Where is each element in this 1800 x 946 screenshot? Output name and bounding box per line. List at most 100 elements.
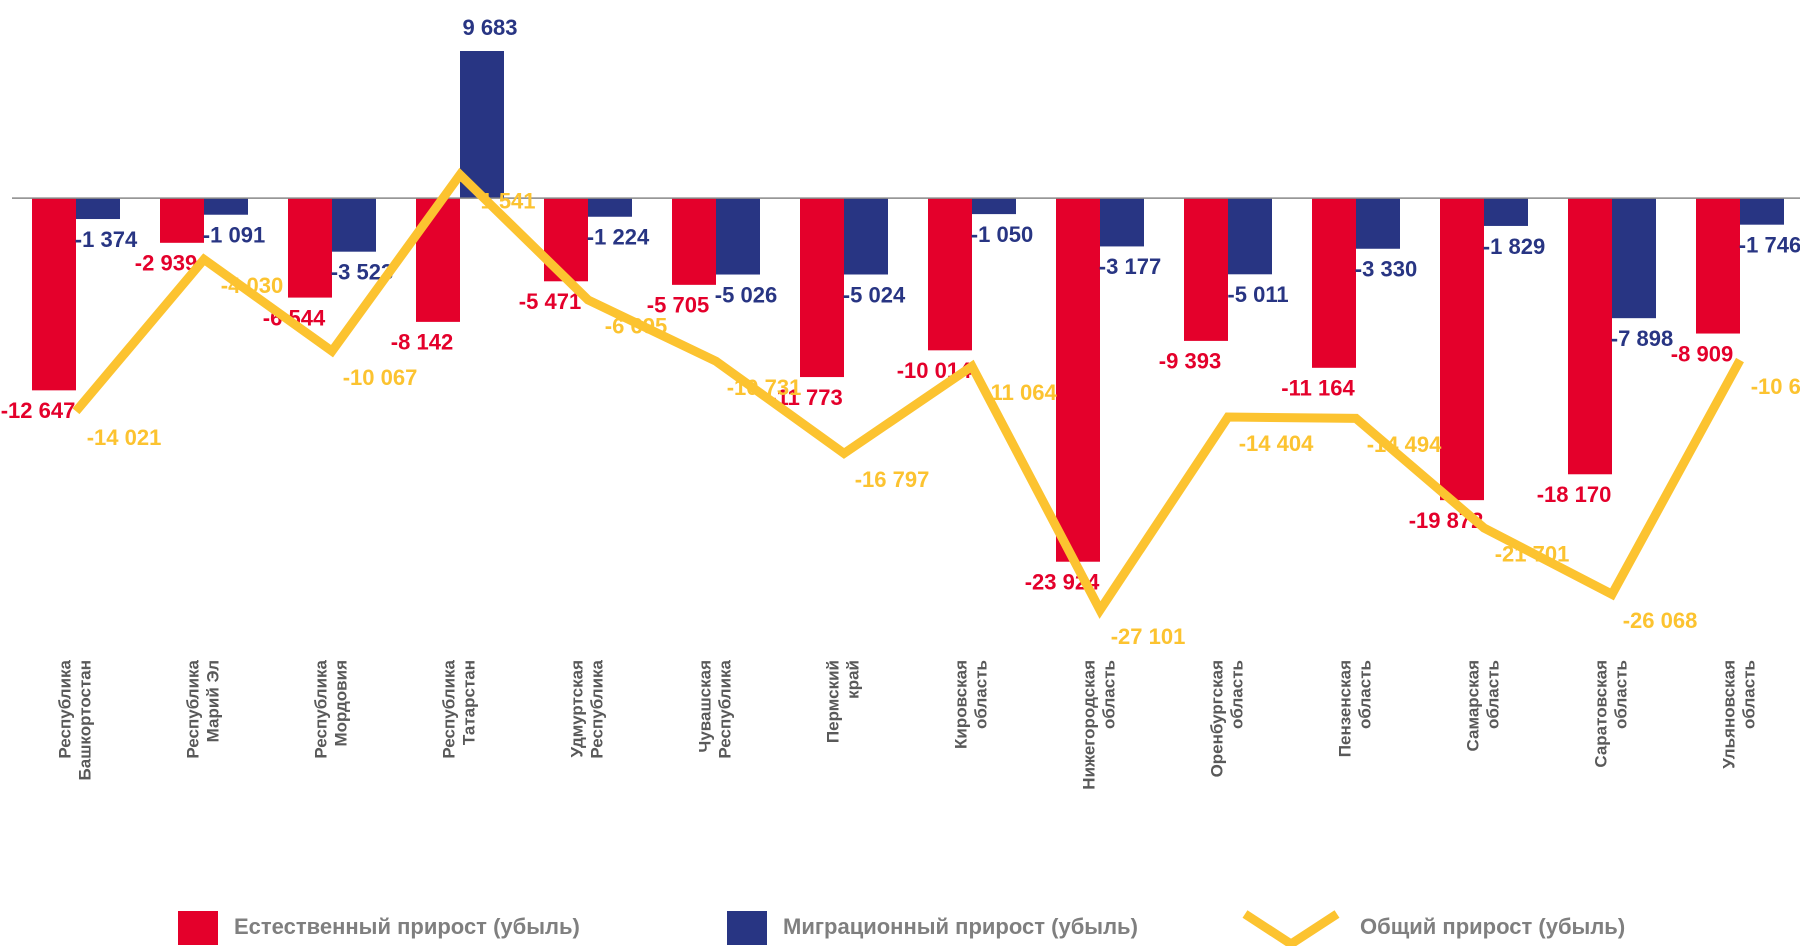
bar: [844, 198, 888, 275]
data-label: -1 746: [1739, 232, 1800, 257]
legend-label: Общий прирост (убыль): [1360, 914, 1625, 939]
bar: [1356, 198, 1400, 249]
data-label: -8 909: [1671, 341, 1733, 366]
legend-label: Естественный прирост (убыль): [234, 914, 580, 939]
x-tick-label-line: Пензенская: [1335, 660, 1354, 757]
x-tick-label-line: область: [1483, 660, 1502, 729]
line: [72, 167, 1744, 619]
data-label: -21 701: [1495, 542, 1570, 567]
bar: [1612, 198, 1656, 319]
x-tick-label: Оренбургская область: [1207, 660, 1246, 777]
bar: [588, 198, 632, 217]
x-tick-label-line: Саратовская: [1591, 660, 1610, 768]
bar: [716, 198, 760, 275]
x-tick-label-line: Республика: [183, 659, 202, 758]
x-tick-label-line: область: [1099, 660, 1118, 729]
data-label: -4 030: [221, 273, 283, 298]
x-tick-label-line: Пермский: [823, 660, 842, 743]
x-tick-label: Республика Татарстан: [439, 659, 478, 758]
bar: [460, 51, 504, 199]
bar: [1440, 198, 1484, 501]
x-tick-label-line: область: [1611, 660, 1630, 729]
x-tick-label-line: Кировская: [951, 660, 970, 749]
data-label: 1 541: [480, 189, 535, 214]
bar: [1740, 198, 1784, 225]
bar: [1484, 198, 1528, 226]
x-tick-label: Саратовская область: [1591, 660, 1630, 768]
bar: [332, 198, 376, 252]
legend-swatch: [178, 911, 218, 945]
data-label: -10 655: [1751, 374, 1800, 399]
x-tick-label-line: Республика: [587, 659, 606, 758]
data-label: -14 404: [1239, 431, 1314, 456]
bar: [1056, 198, 1100, 562]
data-label: 9 683: [462, 15, 517, 40]
x-tick-label-line: Республика: [311, 659, 330, 758]
x-tick-label-line: область: [1355, 660, 1374, 729]
x-tick-label: Ульяновская область: [1719, 660, 1758, 769]
data-label: -3 330: [1355, 257, 1417, 282]
data-label: -9 393: [1159, 349, 1221, 374]
data-label: -1 050: [971, 222, 1033, 247]
bar: [76, 198, 120, 220]
data-label: -6 695: [605, 314, 667, 339]
data-label: -26 068: [1623, 608, 1698, 633]
x-tick-label-line: область: [971, 660, 990, 729]
x-tick-label-line: Ульяновская: [1719, 660, 1738, 769]
data-label: -10 067: [343, 365, 418, 390]
bar: [1184, 198, 1228, 341]
data-label: -14 494: [1367, 432, 1442, 457]
x-tick-label-line: Республика: [715, 659, 734, 758]
bar: [972, 198, 1016, 215]
data-label: -11 064: [983, 380, 1057, 405]
legend-label: Миграционный прирост (убыль): [783, 914, 1138, 939]
x-tick-label: Кировская область: [951, 660, 990, 749]
x-tick-label-line: Удмуртская: [567, 660, 586, 757]
bar: [928, 198, 972, 351]
x-tick-label-line: область: [1739, 660, 1758, 729]
x-tick-label: Республика Мордовия: [311, 659, 350, 758]
data-label: -11 164: [1281, 376, 1355, 401]
bar: [160, 198, 204, 243]
x-tick-label-line: Оренбургская: [1207, 660, 1226, 777]
bar: [1312, 198, 1356, 368]
data-label: -1 829: [1483, 234, 1545, 259]
x-tick-label-line: Самарская: [1463, 660, 1482, 751]
data-label: -5 471: [519, 289, 581, 314]
data-label: -1 374: [75, 227, 138, 252]
data-label: -16 797: [855, 467, 930, 492]
bar: [800, 198, 844, 378]
x-tick-label-line: Республика: [439, 659, 458, 758]
x-tick-label: Нижегородская область: [1079, 660, 1118, 790]
data-label: -14 021: [87, 425, 162, 450]
x-tick-label: Удмуртская Республика: [567, 659, 606, 758]
data-label: -3 177: [1099, 254, 1161, 279]
x-tick-label-line: Республика: [55, 659, 74, 758]
bar: [416, 198, 460, 322]
bar: [672, 198, 716, 285]
x-tick-label-line: область: [1227, 660, 1246, 729]
data-label: -18 170: [1537, 482, 1612, 507]
x-tick-label: Чувашская Республика: [695, 659, 734, 758]
bar: [1696, 198, 1740, 334]
data-label: -27 101: [1111, 624, 1186, 649]
x-tick-label: Самарская область: [1463, 660, 1502, 751]
x-tick-label-line: край: [843, 660, 862, 699]
x-tick-label-line: Чувашская: [695, 660, 714, 753]
x-tick-label-line: Башкортостан: [75, 660, 94, 780]
bar: [288, 198, 332, 298]
x-tick-label: Республика Башкортостан: [55, 659, 94, 780]
x-tick-label: Пермский край: [823, 660, 862, 743]
data-label: -8 142: [391, 330, 453, 355]
x-tick-label: Пензенская область: [1335, 660, 1374, 757]
x-tick-label-line: Марий Эл: [203, 660, 222, 742]
bar: [1100, 198, 1144, 247]
bar: [204, 198, 248, 215]
data-label: -5 011: [1227, 282, 1288, 307]
x-tick-label-line: Мордовия: [331, 660, 350, 747]
x-tick-label-line: Нижегородская: [1079, 660, 1098, 790]
data-label: -2 939: [135, 251, 197, 276]
data-label: -5 024: [843, 282, 906, 307]
data-label: -12 647: [1, 398, 76, 423]
x-tick-label-line: Татарстан: [459, 660, 478, 745]
